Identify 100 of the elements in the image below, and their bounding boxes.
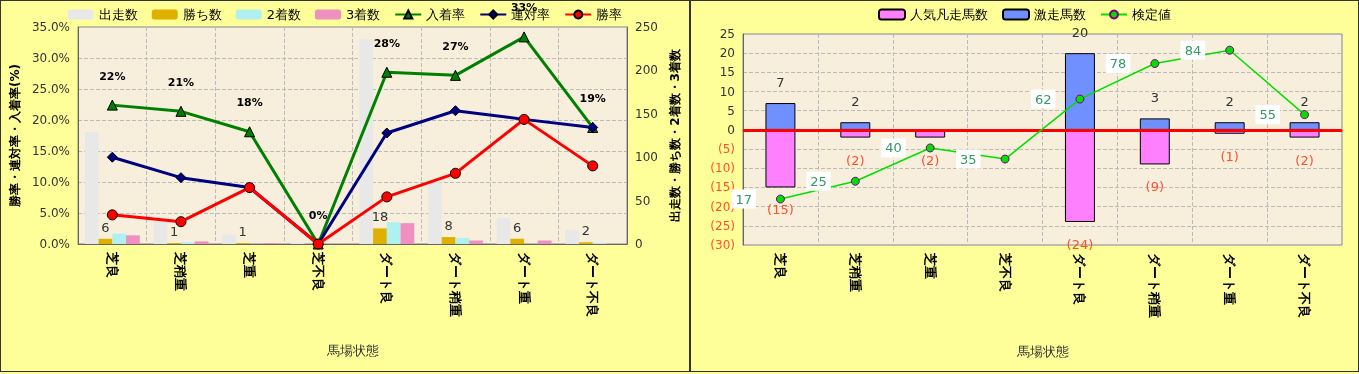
point bbox=[175, 216, 187, 228]
data-label: (2) bbox=[846, 152, 865, 168]
data-label: (2) bbox=[920, 152, 940, 168]
y2-tick-label: 50 bbox=[635, 193, 651, 208]
point bbox=[1225, 45, 1235, 55]
bar bbox=[222, 234, 236, 244]
x-tick-label: ダート稍重 bbox=[1147, 253, 1163, 318]
legend-label: 人気凡走馬数 bbox=[910, 7, 988, 22]
bar bbox=[386, 222, 401, 244]
data-label: 7 bbox=[776, 75, 785, 91]
point bbox=[106, 151, 118, 163]
point bbox=[1000, 154, 1010, 164]
data-label: 2 bbox=[1225, 94, 1234, 110]
y-tick-label: (5) bbox=[718, 142, 735, 157]
bar bbox=[359, 39, 374, 244]
data-label: 25 bbox=[810, 173, 827, 189]
bar bbox=[373, 228, 387, 244]
data-label: 55 bbox=[1259, 107, 1277, 123]
bar bbox=[765, 103, 796, 130]
legend-label: 3着数 bbox=[346, 7, 381, 22]
x-tick-label: 芝良 bbox=[772, 252, 788, 279]
y-tick-label: 35.0% bbox=[31, 20, 71, 34]
bar bbox=[1289, 122, 1320, 130]
point bbox=[587, 160, 599, 172]
data-label: (24) bbox=[1066, 236, 1094, 252]
data-label: 27% bbox=[442, 39, 469, 53]
y2-tick-label: 0 bbox=[635, 237, 643, 251]
data-label: (2) bbox=[1295, 152, 1314, 168]
legend-label: 入着率 bbox=[426, 7, 466, 22]
y-tick-label: 15 bbox=[719, 65, 735, 80]
bar bbox=[194, 241, 209, 244]
legend-label: 出走数 bbox=[98, 7, 138, 22]
point bbox=[1075, 94, 1085, 104]
bar bbox=[441, 237, 456, 244]
point bbox=[106, 99, 118, 111]
point bbox=[106, 209, 118, 221]
data-label: 78 bbox=[1109, 56, 1127, 72]
y-tick-label: 25.0% bbox=[31, 82, 71, 96]
bar bbox=[1064, 129, 1095, 222]
y2-tick-label: 200 bbox=[635, 63, 658, 78]
y-tick-label: 5 bbox=[727, 103, 735, 118]
point bbox=[1300, 110, 1310, 120]
data-label: (15) bbox=[767, 202, 794, 218]
y-tick-label: (15) bbox=[710, 180, 735, 195]
point bbox=[449, 69, 461, 81]
bar bbox=[765, 129, 796, 188]
point bbox=[1150, 59, 1160, 69]
x-tick-label: ダート重 bbox=[516, 252, 532, 304]
data-label: 18% bbox=[236, 96, 263, 110]
x-tick-label: ダート不良 bbox=[585, 252, 601, 317]
y-tick-label: 0.0% bbox=[39, 237, 71, 251]
data-label: 22% bbox=[99, 69, 126, 83]
data-label: 20 bbox=[1071, 25, 1089, 41]
point bbox=[381, 191, 393, 203]
legend-label: 2着数 bbox=[266, 7, 302, 22]
legend-label: 勝ち数 bbox=[182, 7, 222, 22]
data-label: (1) bbox=[1220, 148, 1239, 164]
x-tick-label: 芝重 bbox=[242, 251, 258, 278]
y-tick-label: 20 bbox=[719, 46, 735, 61]
bar bbox=[98, 238, 113, 244]
bar bbox=[428, 182, 442, 244]
y-tick-label: 15.0% bbox=[31, 144, 71, 158]
x-tick-label: 芝不良 bbox=[310, 251, 326, 291]
point bbox=[449, 167, 461, 179]
y2-tick-label: 250 bbox=[635, 20, 658, 34]
y-tick-label: 20.0% bbox=[31, 113, 71, 127]
x-tick-label: ダート重 bbox=[1222, 253, 1238, 305]
x-tick-label: ダート良 bbox=[379, 252, 395, 304]
y2-tick-label: 150 bbox=[635, 106, 658, 121]
y-tick-label: 25 bbox=[719, 27, 735, 41]
data-label: 84 bbox=[1184, 42, 1202, 58]
x-tick-label: 芝重 bbox=[922, 252, 938, 279]
point bbox=[850, 176, 860, 186]
y-tick-label: 0 bbox=[727, 122, 735, 137]
data-label: 6 bbox=[101, 219, 110, 235]
data-label: 6 bbox=[513, 219, 522, 235]
bar bbox=[840, 122, 871, 130]
data-label: 1 bbox=[238, 224, 247, 240]
data-label: 19% bbox=[579, 91, 606, 105]
bar bbox=[400, 223, 415, 244]
point bbox=[381, 127, 393, 139]
bar bbox=[1214, 122, 1245, 130]
bar bbox=[84, 132, 99, 244]
data-label: 62 bbox=[1034, 91, 1052, 107]
y-tick-label: 10.0% bbox=[31, 175, 71, 189]
point bbox=[175, 105, 187, 117]
bar bbox=[153, 220, 168, 244]
data-label: 17 bbox=[735, 191, 752, 207]
data-label: 28% bbox=[373, 36, 400, 50]
x-tick-label: 芝不良 bbox=[997, 252, 1013, 292]
data-label: 21% bbox=[167, 75, 195, 89]
y-tick-label: 5.0% bbox=[39, 206, 71, 220]
x-tick-label: ダート良 bbox=[1072, 253, 1088, 305]
data-label: 1 bbox=[169, 224, 179, 240]
data-label: 2 bbox=[581, 223, 590, 239]
bar bbox=[565, 230, 579, 244]
bar bbox=[112, 233, 127, 244]
data-label: 18 bbox=[371, 209, 389, 225]
data-label: (9) bbox=[1145, 179, 1165, 195]
point bbox=[518, 31, 530, 43]
